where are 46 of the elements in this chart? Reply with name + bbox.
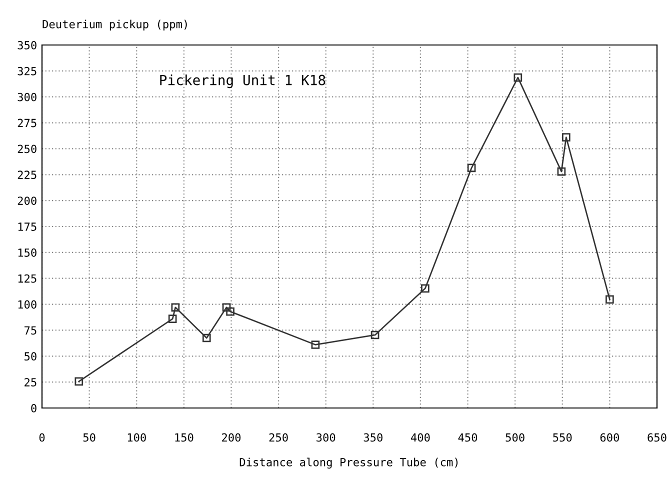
x-tick-label: 350 [364, 433, 382, 442]
point [311, 340, 320, 349]
y-tick-label: 50 [24, 352, 36, 361]
x-tick-label: 50 [83, 433, 96, 442]
y-tick-label: 300 [18, 92, 36, 102]
y-tick-label: 200 [18, 196, 36, 205]
point [202, 334, 211, 342]
x-tick-label: 500 [506, 433, 524, 442]
point [370, 330, 380, 340]
y-tick-label: 325 [18, 66, 36, 76]
x-tick-label: 600 [600, 433, 620, 442]
y-tick-label: 25 [24, 378, 36, 386]
x-tick-label: 550 [553, 433, 572, 442]
point [74, 377, 84, 386]
x-tick-label: 200 [222, 433, 241, 442]
point [171, 303, 180, 312]
point [606, 295, 614, 304]
x-tick-label: 150 [175, 433, 194, 442]
point [557, 167, 566, 176]
y-tick-label: 75 [24, 326, 36, 335]
point [514, 73, 522, 82]
y-tick-label: 350 [18, 41, 36, 50]
point [168, 314, 177, 323]
point [226, 307, 234, 316]
y-tick-label: 125 [18, 274, 36, 283]
y-tick-label: 150 [18, 248, 36, 257]
y-tick-label: 225 [18, 170, 36, 180]
point [467, 164, 476, 172]
y-tick-label: 0 [31, 404, 36, 412]
y-tick-label: 275 [18, 118, 36, 128]
y-tick-label: 175 [18, 222, 36, 231]
point [562, 133, 570, 142]
point [222, 303, 231, 312]
x-tick-label: 400 [410, 433, 430, 442]
x-axis-title: Distance along Pressure Tube (cm) [240, 458, 458, 469]
annotation: Pickering Unit 1 K18 [160, 74, 326, 88]
y-tick-label: 250 [18, 144, 36, 154]
x-tick-label: 250 [269, 433, 288, 442]
y-tick-label: 100 [18, 300, 36, 309]
point [421, 284, 430, 293]
x-tick-label: 650 [648, 433, 666, 442]
x-tick-label: 0 [39, 433, 45, 442]
x-tick-label: 300 [316, 433, 336, 442]
x-tick-label: 100 [128, 433, 146, 442]
x-tick-label: 450 [458, 433, 478, 442]
y-axis-title: Deuterium pickup (ppm) [42, 20, 187, 30]
